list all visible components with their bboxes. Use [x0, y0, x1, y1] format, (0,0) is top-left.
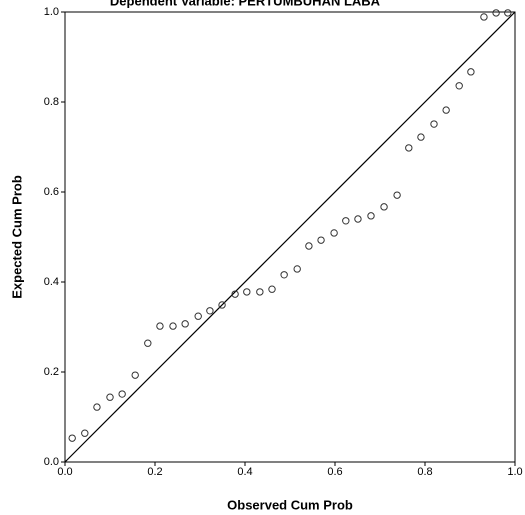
point	[355, 216, 361, 222]
y-tick-label: 0.4	[44, 276, 59, 288]
chart: Dependent Variable: PERTUMBUHAN LABA Obs…	[0, 0, 525, 515]
y-tick-label: 0.8	[44, 96, 59, 108]
point	[368, 213, 374, 219]
point	[257, 289, 263, 295]
point	[343, 218, 349, 224]
point	[94, 404, 100, 410]
y-tick-label: 0.0	[44, 456, 59, 468]
point	[157, 323, 163, 329]
x-tick-label: 0.2	[147, 466, 162, 478]
point	[182, 321, 188, 327]
point	[145, 340, 151, 346]
point	[418, 134, 424, 140]
y-tick-label: 1.0	[44, 6, 59, 18]
chart-title: Dependent Variable: PERTUMBUHAN LABA	[110, 0, 381, 8]
point	[69, 435, 75, 441]
point	[381, 204, 387, 210]
x-tick-label: 0.6	[327, 466, 342, 478]
y-axis-title: Expected Cum Prob	[9, 175, 24, 299]
point	[505, 10, 511, 16]
point	[394, 192, 400, 198]
x-tick-label: 1.0	[507, 466, 522, 478]
point	[207, 308, 213, 314]
point	[431, 121, 437, 127]
point	[468, 69, 474, 75]
point	[331, 230, 337, 236]
point	[107, 394, 113, 400]
point	[318, 237, 324, 243]
point	[443, 107, 449, 113]
x-tick-label: 0.8	[417, 466, 432, 478]
x-tick-label: 0.4	[237, 466, 252, 478]
point	[493, 10, 499, 16]
point	[119, 391, 125, 397]
reference-line	[65, 12, 515, 462]
point	[195, 313, 201, 319]
x-axis-title: Observed Cum Prob	[227, 497, 353, 512]
point	[456, 83, 462, 89]
point	[269, 286, 275, 292]
point	[170, 323, 176, 329]
y-tick-label: 0.6	[44, 186, 59, 198]
y-tick-label: 0.2	[44, 366, 59, 378]
point	[294, 266, 300, 272]
point	[281, 272, 287, 278]
x-tick-label: 0.0	[57, 466, 72, 478]
point	[406, 145, 412, 151]
point	[82, 430, 88, 436]
point	[132, 372, 138, 378]
point	[306, 243, 312, 249]
point	[244, 289, 250, 295]
point	[481, 14, 487, 20]
